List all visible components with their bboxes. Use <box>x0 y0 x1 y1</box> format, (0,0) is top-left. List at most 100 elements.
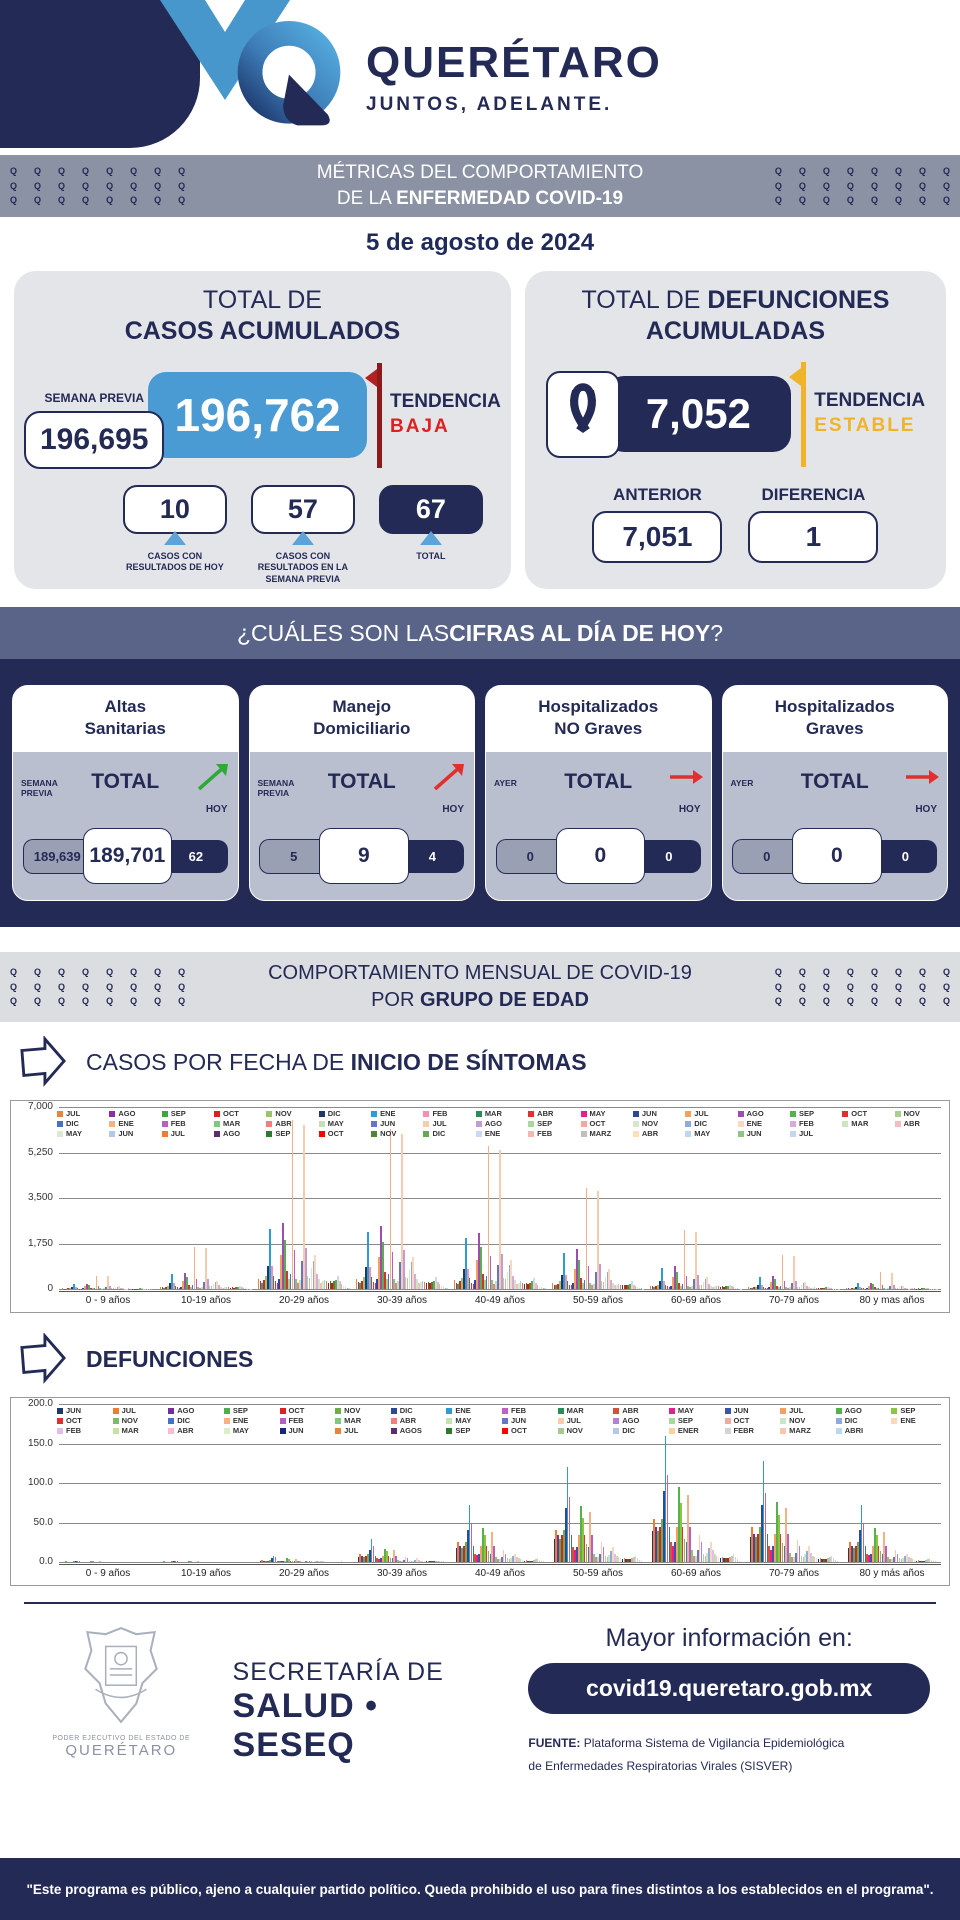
legend-item: JUL <box>789 1129 838 1138</box>
bar <box>382 1555 384 1563</box>
bar <box>589 1511 592 1563</box>
legend-item: SEP <box>161 1109 210 1118</box>
x-axis-category-label: 80 y más años <box>859 1568 925 1580</box>
bar <box>495 1281 497 1290</box>
legend-item: FEB <box>423 1109 471 1118</box>
q-dot-icon: Q <box>798 195 806 206</box>
legend-swatch-icon <box>835 1407 842 1414</box>
bar <box>276 1282 279 1290</box>
bar <box>759 1527 761 1563</box>
bar <box>708 1547 710 1563</box>
bar <box>299 1561 301 1563</box>
legend-swatch-icon <box>835 1427 842 1434</box>
bar <box>566 1281 569 1290</box>
legend-item: NOV <box>335 1406 387 1415</box>
q-dot-icon: Q <box>894 166 902 177</box>
bar <box>702 1281 705 1290</box>
bar <box>125 1288 128 1290</box>
bar <box>436 1281 439 1290</box>
legend-swatch-icon <box>109 1130 116 1137</box>
bar <box>242 1287 245 1290</box>
q-dot-icon: Q <box>822 967 830 978</box>
bar <box>531 1281 533 1290</box>
bar <box>598 1553 601 1563</box>
bar <box>391 1252 394 1290</box>
covid-website-link[interactable]: covid19.queretaro.gob.mx <box>528 1663 930 1715</box>
legend-swatch-icon <box>632 1130 639 1137</box>
bar <box>493 1283 495 1290</box>
bar <box>862 1288 865 1290</box>
gridline: 7,000 <box>28 1101 941 1112</box>
bar <box>165 1286 167 1290</box>
bar <box>700 1542 703 1563</box>
bar <box>785 1508 788 1563</box>
metric-card-body: TOTAL AYER HOY 0 0 0 <box>723 752 948 900</box>
q-dot-icon: Q <box>106 981 114 992</box>
y-axis-tick-label: 50.0 <box>33 1516 53 1528</box>
q-dot-icon: Q <box>106 166 114 177</box>
bar <box>828 1287 831 1290</box>
q-dot-icon: Q <box>106 180 114 191</box>
bar <box>237 1286 239 1290</box>
legend-item: SEP <box>446 1426 498 1435</box>
bar <box>866 1553 869 1563</box>
q-dot-icon: Q <box>774 981 782 992</box>
bar <box>727 1558 729 1563</box>
legend-swatch-icon <box>371 1110 378 1117</box>
legend-item: JUL <box>423 1119 471 1128</box>
bar <box>832 1558 835 1563</box>
bar <box>139 1288 141 1290</box>
bar <box>346 1287 349 1290</box>
bar <box>214 1282 217 1290</box>
bar <box>259 1281 262 1290</box>
q-dot-icon: Q <box>178 195 186 206</box>
bar <box>557 1283 559 1290</box>
q-dot-icon: Q <box>822 996 830 1007</box>
bar <box>853 1287 855 1290</box>
metric-card-body: TOTAL AYER HOY 0 0 0 <box>486 752 711 900</box>
legend-item: NOV <box>632 1119 681 1128</box>
bar <box>387 1555 390 1563</box>
legend-item: OCT <box>724 1416 777 1425</box>
bar <box>299 1280 301 1290</box>
bar <box>923 1560 925 1563</box>
x-axis-category-label: 20-29 años <box>278 1295 330 1307</box>
bar-group <box>549 1404 647 1563</box>
bar <box>617 1557 620 1563</box>
bar <box>312 1260 315 1290</box>
bar <box>657 1530 659 1563</box>
bar <box>201 1286 203 1290</box>
bar <box>282 1222 284 1290</box>
legend-swatch-icon <box>266 1110 273 1117</box>
bar <box>76 1560 79 1563</box>
bar <box>926 1559 929 1563</box>
legend-item: ABR <box>168 1426 220 1435</box>
bar <box>131 1288 134 1290</box>
metric-card-manejo-domiciliario: Manejo Domiciliario TOTAL SEMANA PREVIA HOY 5 9… <box>248 685 475 902</box>
bar <box>335 1280 337 1290</box>
bar-group <box>745 1107 843 1290</box>
bar <box>608 1268 610 1290</box>
deaths-card: TOTAL DE DEFUNCIONES ACUMULADAS 7,052 TEN… <box>524 271 946 589</box>
bar-group <box>157 1107 255 1290</box>
bar <box>404 1276 407 1290</box>
arrow-right-outline-icon <box>20 1036 66 1088</box>
bar <box>734 1557 737 1563</box>
bar <box>436 1561 439 1563</box>
today-figures-section: ¿CUÁLES SON LAS CIFRAS AL DÍA DE HOY? Al… <box>0 607 960 928</box>
bar <box>222 1287 224 1290</box>
footer-divider <box>24 1602 936 1605</box>
bar <box>544 1288 547 1290</box>
bar <box>468 1278 471 1290</box>
legend-swatch-icon <box>266 1120 273 1127</box>
legend-swatch-icon <box>112 1407 119 1414</box>
legend-item: OCT <box>318 1129 367 1138</box>
bar <box>287 1559 290 1563</box>
today-label: HOY <box>678 804 701 816</box>
bar <box>779 1286 782 1290</box>
metric-card-title: Manejo Domiciliario <box>249 686 474 753</box>
bar <box>717 1286 720 1290</box>
bar <box>216 1280 218 1290</box>
bar <box>815 1558 818 1563</box>
